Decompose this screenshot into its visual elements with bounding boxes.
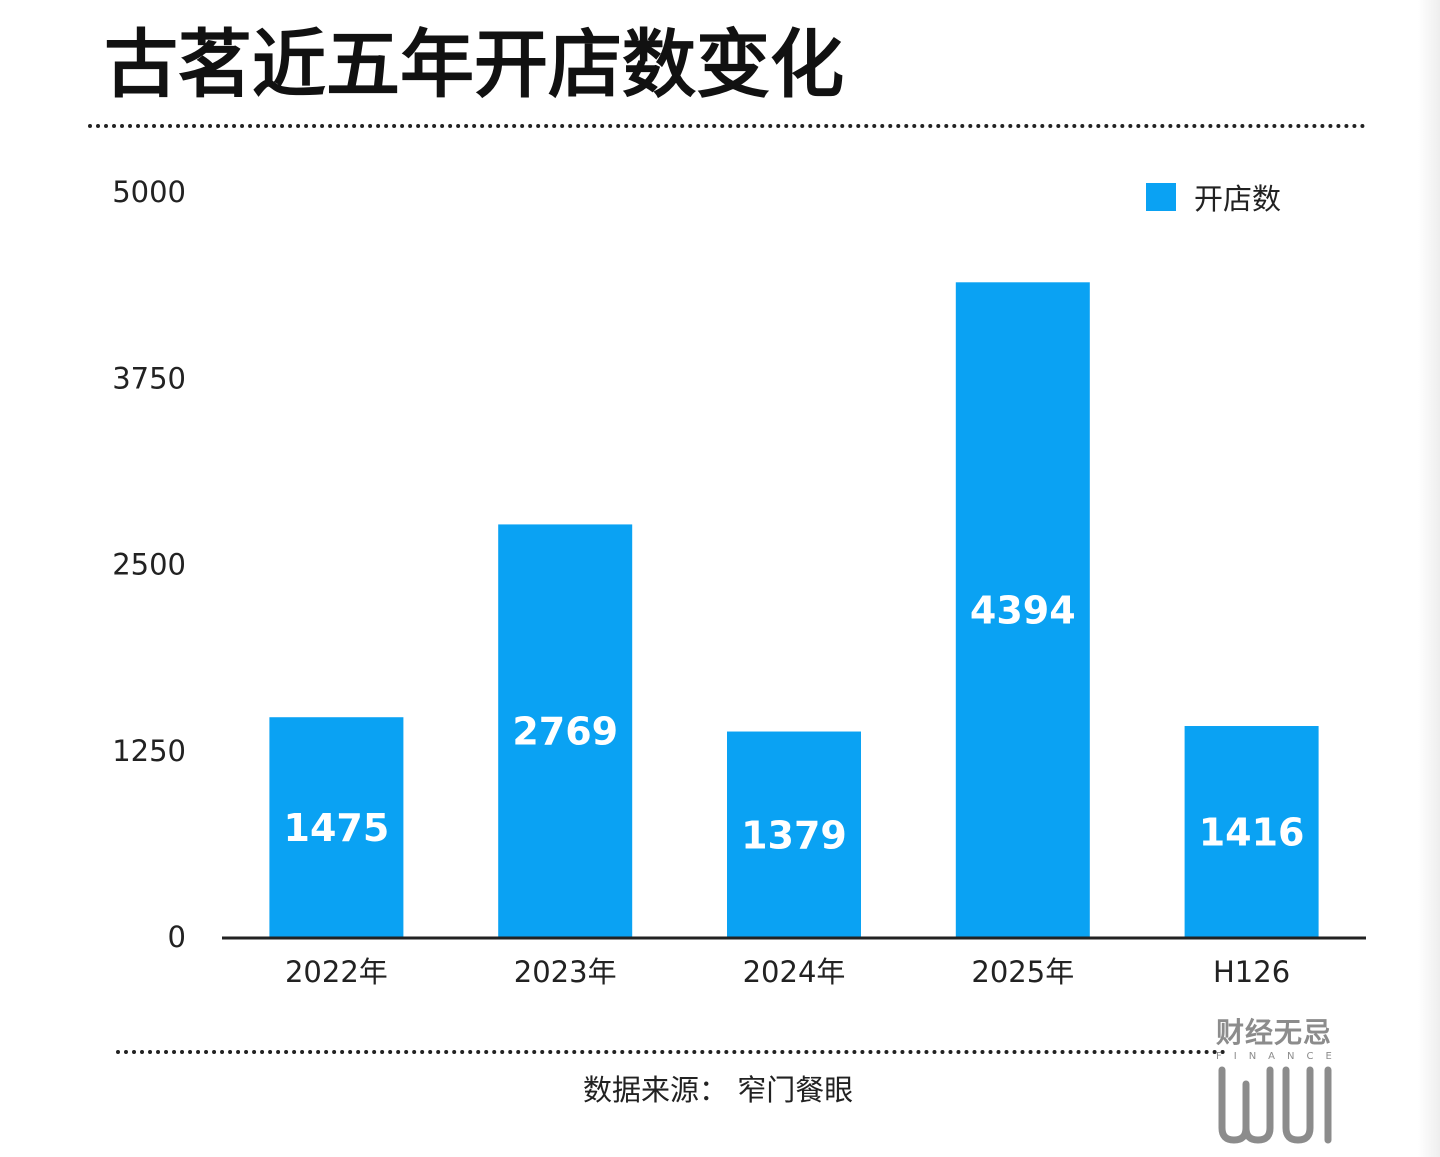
top-divider bbox=[88, 124, 1366, 128]
x-tick-label: 2023年 bbox=[514, 955, 617, 989]
x-tick-label: 2022年 bbox=[285, 955, 388, 989]
bar-value-label: 2769 bbox=[512, 710, 618, 754]
y-tick-label: 1250 bbox=[112, 734, 186, 768]
x-tick-label: 2025年 bbox=[971, 955, 1074, 989]
bar bbox=[269, 717, 404, 937]
source-note: 数据来源： 窄门餐眼 bbox=[583, 1073, 854, 1107]
bar bbox=[955, 282, 1090, 937]
logo-name: 财经无忌 bbox=[1216, 1016, 1333, 1049]
page-edge-shade bbox=[1418, 0, 1440, 1157]
x-tick-label: 2024年 bbox=[743, 955, 846, 989]
bottom-divider bbox=[116, 1050, 1226, 1054]
legend-label: 开店数 bbox=[1194, 182, 1282, 216]
y-tick-label: 0 bbox=[168, 920, 186, 954]
bar-value-label: 1416 bbox=[1199, 811, 1305, 855]
brand-logo: 财经无忌 FINANCE bbox=[1216, 1016, 1346, 1144]
legend: 开店数 bbox=[1146, 176, 1281, 218]
y-tick-label: 5000 bbox=[112, 175, 186, 209]
logo-sub: FINANCE bbox=[1216, 1051, 1344, 1062]
bar-chart: 0 1250 2500 3750 5000 1475 2022年 2769 2023年 1379 2… bbox=[112, 175, 1366, 989]
bar bbox=[1184, 726, 1319, 937]
bar-value-label: 1475 bbox=[284, 806, 390, 850]
chart-title: 古茗近五年开店数变化 bbox=[104, 22, 844, 108]
bar-value-label: 1379 bbox=[741, 813, 847, 857]
legend-swatch bbox=[1146, 183, 1176, 211]
y-tick-label: 3750 bbox=[112, 361, 186, 395]
wuji-logo-mark-icon bbox=[1218, 1066, 1332, 1144]
bar bbox=[727, 731, 861, 937]
x-tick-label: H126 bbox=[1213, 955, 1290, 989]
y-tick-label: 2500 bbox=[112, 548, 186, 582]
bar bbox=[498, 524, 633, 937]
bar-value-label: 4394 bbox=[970, 589, 1076, 633]
